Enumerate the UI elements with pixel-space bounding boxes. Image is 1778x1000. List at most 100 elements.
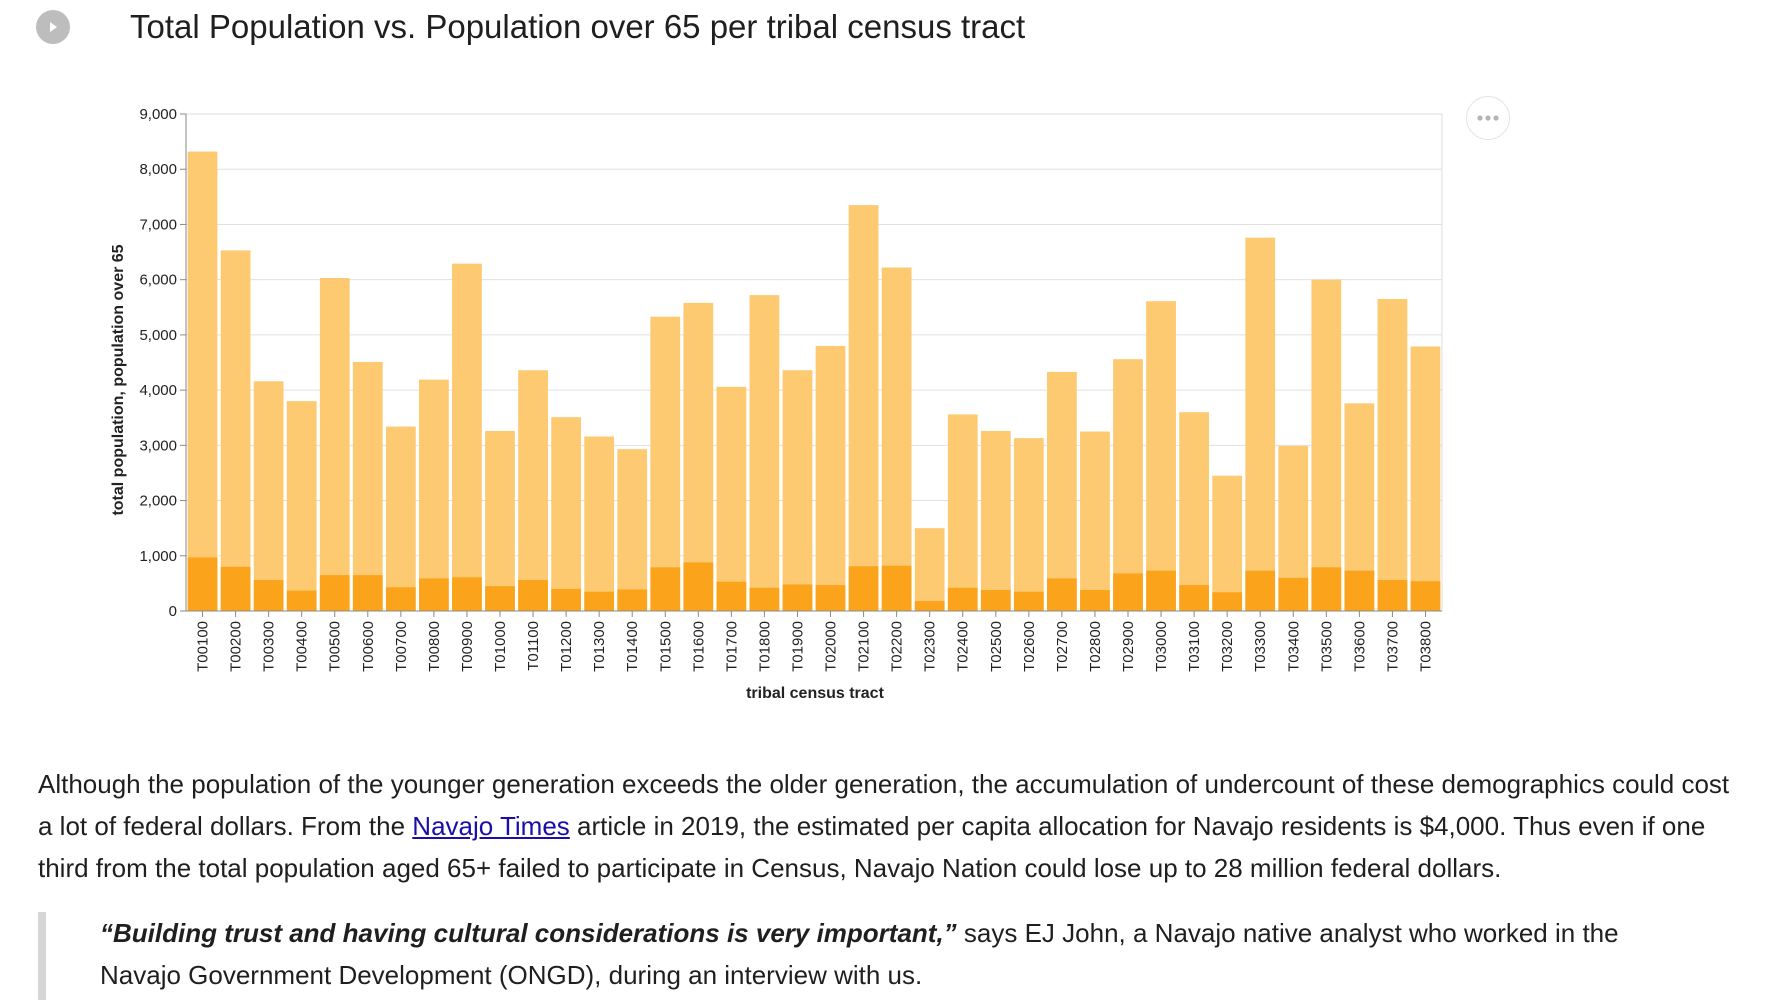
navajo-times-link[interactable]: Navajo Times: [412, 811, 570, 841]
x-tick-label: T01400: [624, 621, 641, 672]
x-tick-label: T03800: [1417, 621, 1434, 672]
bar-total-T00200: [220, 250, 251, 611]
bar-over65-T03400: [1278, 577, 1309, 611]
bar-total-T01000: [485, 430, 515, 611]
bar-over65-T00900: [452, 577, 482, 611]
y-tick-label: 8,000: [139, 161, 177, 178]
y-tick-label: 2,000: [139, 493, 177, 510]
bar-total-T02200: [881, 267, 912, 611]
x-tick-label: T03700: [1384, 621, 1401, 672]
x-tick-label: T01800: [756, 621, 773, 672]
bar-over65-T03700: [1377, 580, 1408, 611]
x-tick-label: T00600: [360, 621, 377, 672]
x-tick-label: T02800: [1087, 621, 1104, 672]
bar-over65-T01500: [650, 567, 681, 611]
x-tick-label: T01500: [657, 621, 674, 672]
x-tick-label: T02000: [823, 621, 840, 672]
bar-over65-T00100: [187, 557, 218, 611]
x-tick-label: T03500: [1318, 621, 1335, 672]
bar-over65-T00700: [385, 587, 416, 611]
y-tick-label: 3,000: [139, 437, 177, 454]
chart-menu-button[interactable]: [1466, 96, 1510, 140]
bar-over65-T03200: [1212, 592, 1243, 611]
bar-total-T02600: [1013, 438, 1044, 611]
x-tick-label: T02300: [922, 621, 939, 672]
x-tick-label: T02600: [1021, 621, 1038, 672]
x-tick-label: T00200: [228, 621, 245, 672]
bar-total-T03500: [1311, 279, 1342, 611]
y-tick-label: 0: [169, 603, 177, 620]
bar-total-T02500: [980, 430, 1011, 611]
bar-chart: 0 1,000 2,000 3,000 4,000 5,000 6,000 7,000 8,00…: [110, 106, 1443, 702]
x-tick-label: T03300: [1252, 621, 1269, 672]
bar-total-T02800: [1080, 431, 1110, 611]
x-tick-label: T00700: [393, 621, 410, 672]
bar-over65-T02800: [1080, 590, 1110, 611]
axes: [185, 113, 1443, 612]
total-population-bars: [187, 151, 1441, 611]
x-tick-label: T01600: [690, 621, 707, 672]
y-axis-label: total population, population over 65: [110, 244, 127, 515]
bar-over65-T00500: [319, 575, 350, 611]
y-tick-label: 9,000: [139, 106, 177, 123]
bar-total-T02100: [848, 205, 879, 611]
x-tick-label: T03100: [1186, 621, 1203, 672]
bar-over65-T02500: [980, 590, 1011, 611]
bar-total-T00700: [385, 426, 416, 611]
bar-over65-T02000: [815, 585, 846, 611]
over-65-bars: [187, 557, 1441, 611]
bar-total-T01500: [650, 316, 681, 611]
bar-total-T03300: [1245, 237, 1276, 611]
bar-total-T01800: [749, 295, 780, 611]
bar-total-T00900: [452, 263, 482, 611]
bar-over65-T00300: [253, 580, 284, 611]
x-tick-label: T02100: [856, 621, 873, 672]
bar-total-T01900: [782, 370, 813, 611]
x-tick-label: T01200: [558, 621, 575, 672]
blockquote: “Building trust and having cultural cons…: [38, 912, 1638, 1000]
y-tick-label: 6,000: [139, 272, 177, 289]
y-tick-label: 5,000: [139, 327, 177, 344]
x-tick-label: T03000: [1153, 621, 1170, 672]
bar-total-T02300: [914, 528, 945, 611]
more-horizontal-icon: [1477, 115, 1499, 121]
x-axis-label: tribal census tract: [746, 685, 885, 702]
bar-total-T02000: [815, 345, 846, 611]
bar-total-T01600: [683, 302, 714, 611]
paragraph-text-end: article in 2019, the estimated per capit…: [38, 811, 1706, 883]
x-tick-label: T02700: [1054, 621, 1071, 672]
bar-over65-T01700: [716, 581, 747, 611]
x-tick-label: T00100: [195, 621, 212, 672]
play-button[interactable]: [36, 10, 70, 44]
bar-over65-T02700: [1047, 578, 1077, 611]
bar-over65-T01600: [683, 562, 714, 611]
bar-over65-T02400: [947, 587, 978, 611]
bar-total-T01300: [584, 436, 615, 611]
bar-total-T03100: [1179, 412, 1209, 611]
bar-total-T00100: [187, 151, 218, 611]
bar-total-T00300: [253, 381, 284, 611]
x-tick-label: T03600: [1351, 621, 1368, 672]
x-tick-label: T02200: [889, 621, 906, 672]
x-tick-label: T00400: [294, 621, 311, 672]
bar-total-T03700: [1377, 298, 1408, 611]
quote-emphasis: “Building trust and having cultural cons…: [100, 918, 957, 948]
bar-over65-T00200: [220, 566, 251, 611]
x-tick-label: T02500: [988, 621, 1005, 672]
bar-total-T03800: [1410, 346, 1441, 611]
y-axis-ticks: 0 1,000 2,000 3,000 4,000 5,000 6,000 7,000 8,00…: [139, 106, 186, 620]
bar-over65-T03600: [1344, 570, 1375, 611]
bar-total-T03000: [1146, 301, 1176, 611]
bar-total-T02700: [1047, 371, 1077, 611]
bar-over65-T01100: [518, 580, 548, 611]
bar-over65-T03500: [1311, 567, 1342, 611]
x-tick-label: T00900: [459, 621, 476, 672]
chart-title: Total Population vs. Population over 65 …: [130, 8, 1026, 45]
x-tick-label: T03200: [1219, 621, 1236, 672]
x-tick-label: T02400: [955, 621, 972, 672]
bar-over65-T02300: [914, 601, 945, 611]
y-tick-label: 7,000: [139, 216, 177, 233]
y-tick-label: 1,000: [139, 548, 177, 565]
bar-over65-T02200: [881, 565, 912, 611]
article-paragraph: Although the population of the younger g…: [38, 763, 1748, 889]
